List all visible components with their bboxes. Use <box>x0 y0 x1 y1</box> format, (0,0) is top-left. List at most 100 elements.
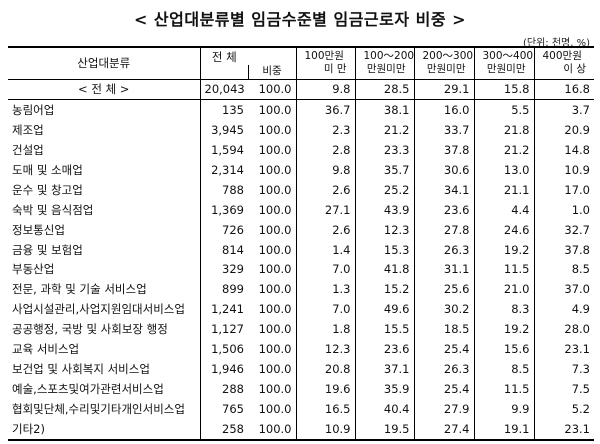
header-band-3: 200～300 만원미만 <box>414 46 475 80</box>
band-5-cell: 5.2 <box>571 401 590 416</box>
unit-note: (단위: 천명, %) <box>522 38 590 49</box>
band-4-cell: 13.0 <box>474 160 535 180</box>
industry-cell: 금융 및 보험업 <box>8 239 201 260</box>
table-row: 도매 및 소매업 2,314 100.0 9.8 35.7 30.6 13.0 10.9 <box>8 160 594 180</box>
band-1-cell: 19.6 <box>296 378 356 399</box>
band-5-cell: 10.9 <box>564 163 590 177</box>
ratio-cell: 100.0 <box>248 140 297 161</box>
band-3-cell: 31.1 <box>414 259 475 280</box>
total-cell: 788 <box>222 182 244 197</box>
total-cell: 1,594 <box>211 143 244 158</box>
ratio-cell: 100.0 <box>248 120 297 141</box>
table-row: 정보통신업 726 100.0 2.6 12.3 27.8 24.6 32.7 <box>8 219 594 240</box>
band-2-cell: 15.3 <box>355 239 415 260</box>
total-cell: 765 <box>222 401 244 416</box>
table-row: 사업시설관리,사업지원임대서비스업 1,241 100.0 7.0 49.6 30.2 8.… <box>8 299 594 320</box>
ratio-cell: 100.0 <box>248 279 297 300</box>
total-cell: 726 <box>222 222 244 237</box>
band-3-cell: 23.6 <box>414 199 475 220</box>
band-4-cell: 4.4 <box>474 199 535 220</box>
band-1-cell: 7.0 <box>296 299 356 320</box>
industry-cell: 전문, 과학 및 기술 서비스업 <box>8 279 201 300</box>
table-row: 기타2) 258 100.0 10.9 19.5 27.4 19.1 23.1 <box>8 418 594 441</box>
band-4-cell: 24.6 <box>474 219 535 240</box>
band-4-cell: 15.6 <box>474 339 535 359</box>
band-5-cell: 14.8 <box>564 143 590 158</box>
band-3-cell: 25.4 <box>414 378 475 399</box>
band-4-cell: 19.1 <box>474 418 535 441</box>
band-5-cell: 7.3 <box>571 361 590 376</box>
band-5-cell: 23.1 <box>564 342 590 357</box>
band-3-cell: 25.6 <box>414 279 475 300</box>
band-2-cell: 35.7 <box>355 160 415 180</box>
band-3-cell: 27.9 <box>414 398 475 419</box>
header-band-5: 400만원 이 상 <box>534 46 594 80</box>
ratio-cell: 100.0 <box>248 398 297 419</box>
ratio-cell: 100.0 <box>248 358 297 379</box>
table-row: 전문, 과학 및 기술 서비스업 899 100.0 1.3 15.2 25.6 21.0 3… <box>8 279 594 300</box>
band-3-cell: 18.5 <box>414 319 475 340</box>
industry-cell: 숙박 및 음식점업 <box>8 199 201 220</box>
band-2-cell: 21.2 <box>355 120 415 141</box>
band-2-cell: 28.5 <box>355 79 415 101</box>
band-1-cell: 10.9 <box>296 418 356 441</box>
industry-cell: 부동산업 <box>8 259 201 280</box>
total-cell: 899 <box>222 282 244 297</box>
ratio-cell: 100.0 <box>248 179 297 200</box>
header-industry: 산업대분류 <box>8 46 201 80</box>
table-row: 제조업 3,945 100.0 2.3 21.2 33.7 21.8 20.9 <box>8 120 594 141</box>
band-5-cell: 1.0 <box>571 202 590 217</box>
total-cell: 20,043 <box>200 79 248 101</box>
band-1-cell: 27.1 <box>296 199 356 220</box>
header-band-2: 100～200 만원미만 <box>355 46 415 80</box>
header-total: 전 체 <box>200 46 248 65</box>
ratio-cell: 100.0 <box>248 259 297 280</box>
industry-cell: 공공행정, 국방 및 사회보장 행정 <box>8 319 201 340</box>
header-ratio: 비중 <box>247 65 297 80</box>
band-2-cell: 43.9 <box>355 199 415 220</box>
table-row: 건설업 1,594 100.0 2.8 23.3 37.8 21.2 14.8 <box>8 140 594 161</box>
ratio-cell: 100.0 <box>248 299 297 320</box>
band-5-cell: 20.9 <box>564 123 590 138</box>
band-4-cell: 8.5 <box>474 358 535 379</box>
band-3-cell: 16.0 <box>414 99 475 121</box>
ratio-cell: 100.0 <box>248 378 297 399</box>
table-row: 부동산업 329 100.0 7.0 41.8 31.1 11.5 8.5 <box>8 259 594 280</box>
band-3-cell: 37.8 <box>414 140 475 161</box>
table-row: 협회및단체,수리및기타개인서비스업 765 100.0 16.5 40.4 27.9 9.9… <box>8 398 594 419</box>
total-cell: 1,127 <box>211 322 244 337</box>
industry-cell: < 전 체 > <box>8 79 201 101</box>
band-5-cell: 37.8 <box>564 242 590 257</box>
band-1-cell: 36.7 <box>296 99 356 121</box>
band-4-cell: 19.2 <box>474 239 535 260</box>
ratio-cell: 100.0 <box>248 219 297 240</box>
total-cell: 1,241 <box>211 302 244 317</box>
band-3-cell: 30.2 <box>414 299 475 320</box>
total-cell: 135 <box>222 103 244 118</box>
total-cell: 288 <box>222 381 244 396</box>
band-3-cell: 27.8 <box>414 219 475 240</box>
band-4-cell: 5.5 <box>474 99 535 121</box>
ratio-cell: 100.0 <box>248 418 297 441</box>
band-4-cell: 21.2 <box>474 140 535 161</box>
band-1-cell: 2.6 <box>296 179 356 200</box>
band-2-cell: 12.3 <box>355 219 415 240</box>
band-4-cell: 8.3 <box>474 299 535 320</box>
industry-cell: 도매 및 소매업 <box>8 160 201 180</box>
band-1-cell: 9.8 <box>296 79 356 101</box>
total-cell: 258 <box>200 418 248 441</box>
band-4-cell: 19.2 <box>474 319 535 340</box>
total-cell: 1,369 <box>211 202 244 217</box>
industry-cell: 기타2) <box>8 418 201 441</box>
band-2-cell: 23.6 <box>355 339 415 359</box>
ratio-cell: 100.0 <box>248 79 297 101</box>
header-band-4: 300～400 만원미만 <box>474 46 535 80</box>
industry-wage-table: 산업대분류 전 체 100만원 미 만 100～200 만원미만 200～300… <box>8 46 594 441</box>
industry-cell: 정보통신업 <box>8 219 201 240</box>
band-5-cell: 17.0 <box>564 182 590 197</box>
band-2-cell: 15.2 <box>355 279 415 300</box>
total-cell: 1,506 <box>211 342 244 357</box>
table-row: 교육 서비스업 1,506 100.0 12.3 23.6 25.4 15.6 23.1 <box>8 339 594 359</box>
industry-cell: 보건업 및 사회복지 서비스업 <box>8 358 201 379</box>
band-2-cell: 49.6 <box>355 299 415 320</box>
